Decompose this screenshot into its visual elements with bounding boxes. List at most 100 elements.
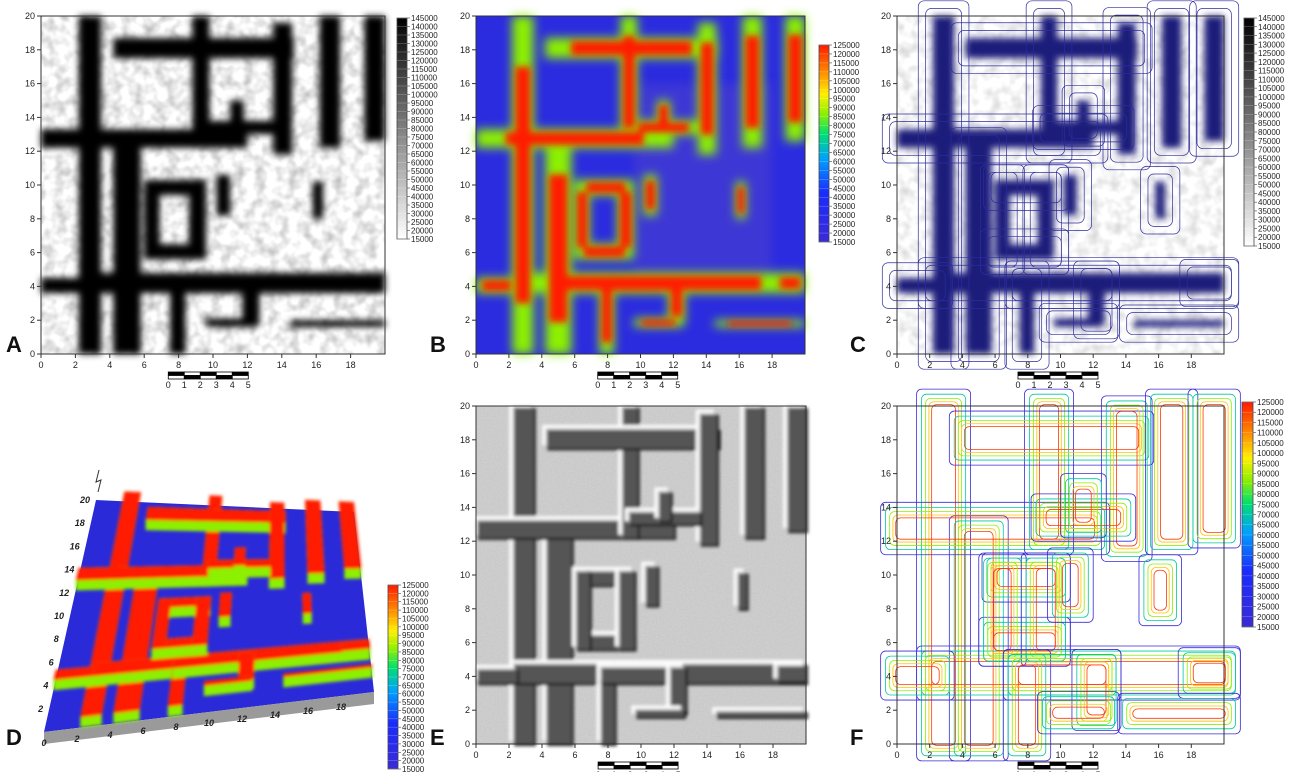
y-tick-label: 8 [465,604,470,614]
colorbar-tick-label: 60000 [411,159,434,168]
colorbar-tick-label: 65000 [1257,521,1280,530]
y-tick-label: 0 [465,349,470,359]
x-tick-label: 8 [176,360,181,370]
scale-bar-label: 0 [1015,380,1020,390]
y-tick-label: 14 [881,112,891,122]
colorbar-tick-label: 100000 [411,91,438,100]
colorbar-tick-label: 115000 [1258,67,1285,76]
colorbar-tick-label: 50000 [1258,181,1281,190]
y-tick-label: 8 [886,214,891,224]
colorbar-tick-label: 70000 [1258,146,1281,155]
x-tick-label: 4 [960,750,965,760]
colorbar-tick-label: 15000 [1257,623,1280,632]
x-tick-label: 2 [506,750,511,760]
colorbar-tick-label: 75000 [402,665,425,674]
x-tick-label: 18 [346,360,356,370]
x-tick-label: 8 [605,750,610,760]
x-tick-label: 0 [38,360,43,370]
colorbar-tick-label: 125000 [1257,398,1284,407]
scale-bar-label: 2 [627,380,632,390]
colorbar-tick-label: 55000 [833,166,856,175]
scale-bar-label: 0 [596,770,601,772]
x-tick-label: 8 [605,360,610,370]
colorbar-tick-label: 50000 [411,176,434,185]
colorbar-tick-label: 70000 [402,673,425,682]
panel-letter: E [430,725,445,750]
y-tick-label: 2 [886,705,891,715]
colorbar-tick-label: 80000 [833,122,856,131]
y-tick-label: 2 [465,315,470,325]
scale-bar-label: 1 [1031,380,1036,390]
colorbar-tick-label: 30000 [402,740,425,749]
x-tick-label: 2 [506,360,511,370]
colorbar-tick-label: 45000 [402,715,425,724]
colorbar-tick-label: 50000 [402,706,425,715]
y-tick-label: 0 [30,349,35,359]
y-tick-label: 8 [886,604,891,614]
x-tick-label: 0 [894,750,899,760]
colorbar-tick-label: 80000 [402,656,425,665]
x-tick-label: 14 [1121,750,1131,760]
colorbar-tick-label: 120000 [402,589,429,598]
x-tick-label: 14 [270,710,280,720]
y-tick-label: 14 [460,112,470,122]
colorbar-tick-label: 70000 [1257,511,1280,520]
x-tick-label: 2 [73,734,79,744]
colorbar-tick-label: 100000 [1257,449,1284,458]
x-tick-label: 6 [142,360,147,370]
colorbar-tick-label: 20000 [1258,233,1281,242]
scale-bar-label: 0 [1015,770,1020,772]
colorbar-tick-label: 35000 [833,202,856,211]
colorbar-tick-label: 75000 [1257,500,1280,509]
y-tick-label: 12 [881,146,891,156]
x-tick-label: 12 [1088,750,1098,760]
y-tick-label: 2 [37,704,43,714]
colorbar-tick-label: 75000 [833,131,856,140]
colorbar-tick-label: 60000 [1257,531,1280,540]
panel-letter: A [6,332,22,357]
colorbar-tick-label: 30000 [1258,216,1281,225]
y-tick-label: 14 [64,565,74,575]
colorbar-tick-label: 110000 [402,606,429,615]
colorbar-tick-label: 15000 [833,238,856,247]
x-tick-label: 14 [277,360,287,370]
colorbar-tick-label: 90000 [833,104,856,113]
colorbar-tick-label: 50000 [833,175,856,184]
y-tick-label: 16 [460,469,470,479]
y-tick-label: 8 [54,634,59,644]
x-tick-label: 8 [1025,750,1030,760]
x-tick-label: 8 [173,722,178,732]
colorbar-tick-label: 110000 [411,74,438,83]
scale-bar-label: 2 [1047,770,1052,772]
x-tick-label: 2 [73,360,78,370]
y-tick-label: 6 [886,248,891,258]
colorbar-tick-label: 25000 [833,220,856,229]
colorbar-tick-label: 100000 [1258,93,1285,102]
x-tick-label: 6 [140,726,146,736]
scale-bar-label: 5 [1095,770,1100,772]
y-tick-label: 20 [460,401,470,411]
scale-bar: 0 1 2 3 4 5 [1015,761,1100,772]
colorbar-tick-label: 40000 [411,193,434,202]
scale-bar-label: 3 [643,380,648,390]
y-tick-label: 18 [460,45,470,55]
y-tick-label: 12 [460,536,470,546]
colorbar-tick-label: 65000 [411,150,434,159]
colorbar-tick-label: 55000 [411,167,434,176]
scale-bar-label: 4 [1079,380,1084,390]
colorbar-tick-label: 85000 [402,648,425,657]
colorbar-tick-label: 30000 [833,211,856,220]
colorbar-tick-label: 20000 [411,227,434,236]
x-tick-label: 18 [1186,360,1196,370]
scale-bar-label: 2 [198,380,203,390]
y-tick-label: 6 [465,248,470,258]
colorbar-tick-label: 105000 [1258,84,1285,93]
y-tick-label: 18 [25,45,35,55]
x-tick-label: 8 [1025,360,1030,370]
colorbar-tick-label: 90000 [1257,470,1280,479]
y-tick-label: 2 [886,315,891,325]
x-tick-label: 18 [1186,750,1196,760]
scale-bar-label: 3 [1063,770,1068,772]
scale-bar: 0 1 2 3 4 5 [166,371,251,390]
